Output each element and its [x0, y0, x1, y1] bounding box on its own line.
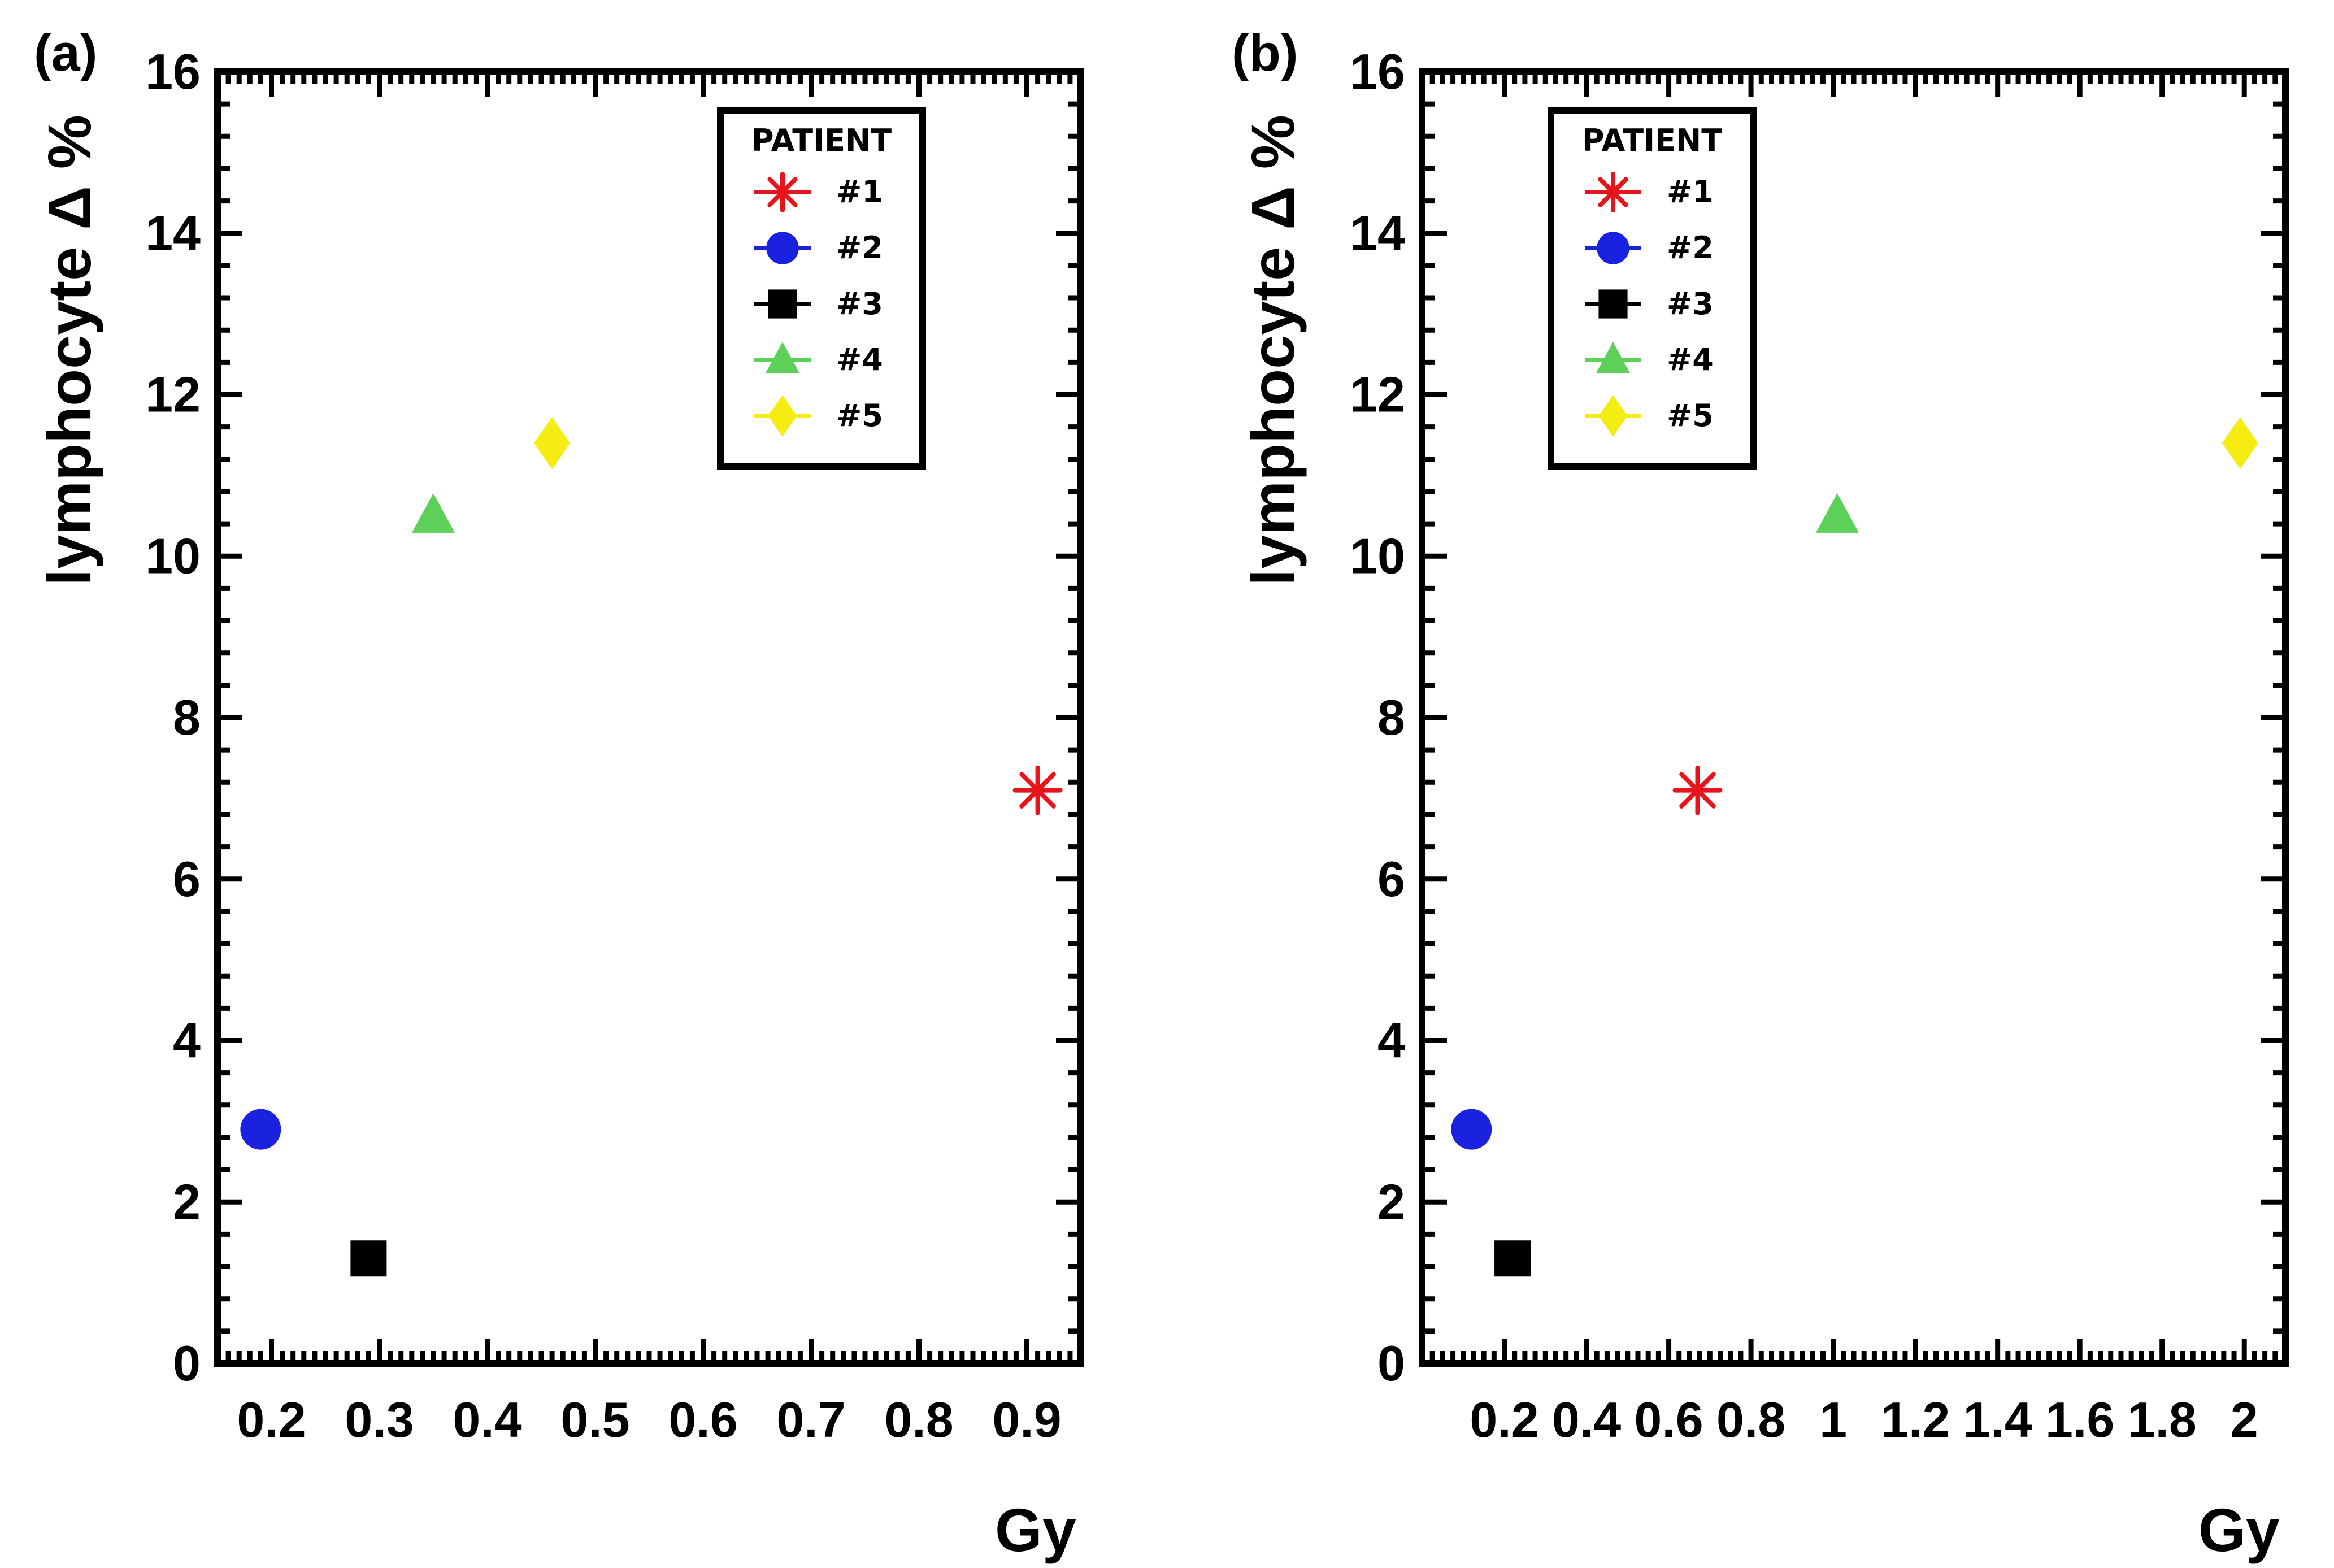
tick-marks	[215, 69, 1084, 1366]
legend-marker-patient-1	[762, 172, 803, 212]
x-tick-label: 1.6	[2045, 1392, 2114, 1448]
data-point-patient-1-stroke	[1019, 772, 1056, 809]
x-tick-label: 0.7	[776, 1392, 845, 1448]
legend-marker-patient-4	[765, 342, 800, 373]
x-tick-label: 1.2	[1881, 1392, 1950, 1448]
y-tick-label: 10	[1350, 528, 1405, 584]
y-axis-title-symbol: Δ %	[1238, 115, 1307, 230]
y-axis-title: lymphocyte Δ %	[35, 115, 103, 586]
legend-marker-patient-2	[766, 232, 799, 264]
data-point-patient-5	[2222, 417, 2258, 470]
y-tick-label: 0	[173, 1335, 201, 1391]
x-axis-title: Gy	[2198, 1496, 2280, 1564]
legend: PATIENT #1 #2 #3 #4 #5	[1548, 107, 1757, 470]
y-tick-label: 12	[145, 367, 201, 423]
data-point-patient-1	[1012, 765, 1063, 815]
x-tick-label: 1.8	[2128, 1392, 2197, 1448]
legend-marker-patient-4	[1596, 342, 1631, 373]
y-tick-label: 2	[173, 1174, 201, 1230]
legend-label: #5	[836, 398, 883, 433]
legend-label: #3	[836, 286, 883, 322]
legend-marker-patient-3	[1598, 289, 1628, 319]
legend-title: PATIENT	[1582, 123, 1722, 158]
y-tick-label: 16	[1350, 44, 1405, 99]
data-point-patient-2	[240, 1109, 281, 1150]
y-axis-title-text: lymphocyte	[1238, 247, 1307, 586]
legend-marker-patient-3	[768, 289, 797, 319]
data-point-patient-3	[350, 1240, 387, 1277]
legend-box	[1548, 107, 1757, 470]
chart-panel-a: 0 2 4 6 8 10 12 14 16 0.2 0.3 0.4 0.5 0.6 0.7 0.8 0.9 (a)…	[34, 24, 1084, 1564]
y-tick-label: 14	[145, 205, 201, 261]
legend-label: #2	[836, 230, 883, 266]
data-point-patient-1	[1672, 765, 1723, 815]
data-point-patient-4	[1815, 493, 1859, 533]
y-axis-title-symbol: Δ %	[35, 115, 103, 230]
x-tick-label: 0.5	[560, 1392, 629, 1448]
x-tick-label: 0.3	[345, 1392, 414, 1448]
legend-title: PATIENT	[751, 123, 892, 158]
panel-label: (a)	[34, 24, 97, 82]
data-point-patient-1-stroke	[1679, 772, 1716, 809]
legend-label: #2	[1667, 230, 1714, 266]
x-tick-label: 0.6	[668, 1392, 737, 1448]
x-axis-title: Gy	[995, 1496, 1076, 1564]
tick-marks	[1419, 69, 2288, 1366]
x-tick-label: 0.4	[1552, 1392, 1621, 1448]
x-tick-label: 0.8	[884, 1392, 953, 1448]
y-tick-label: 6	[173, 851, 201, 907]
legend-label: #5	[1667, 398, 1714, 433]
legend-label: #1	[836, 174, 883, 210]
x-tick-label: 0.8	[1716, 1392, 1785, 1448]
legend-marker-patient-2	[1597, 232, 1629, 264]
chart-panel-b: 0 2 4 6 8 10 12 14 16 0.2 0.4 0.6 0.8 1 1.2 1.4 1.6 1.8 2 (…	[1232, 24, 2289, 1564]
y-tick-label: 6	[1377, 851, 1405, 907]
y-tick-label: 12	[1350, 367, 1405, 423]
data-point-patient-5	[534, 417, 571, 470]
legend-marker-patient-1	[1593, 172, 1633, 212]
panel-label: (b)	[1232, 24, 1298, 82]
y-axis-title: lymphocyte Δ %	[1238, 115, 1307, 586]
y-tick-label: 0	[1377, 1335, 1405, 1391]
legend: PATIENT #1 #2 #3 #4 #5	[717, 107, 926, 470]
x-tick-label: 0.2	[237, 1392, 306, 1448]
x-tick-label: 0.9	[992, 1392, 1061, 1448]
x-tick-label: 0.2	[1470, 1392, 1538, 1448]
legend-label: #3	[1667, 286, 1714, 322]
legend-label: #4	[836, 342, 883, 377]
x-tick-label: 0.6	[1634, 1392, 1703, 1448]
legend-box	[717, 107, 926, 470]
y-tick-label: 8	[1377, 689, 1405, 745]
plot-frame	[214, 68, 1084, 1367]
legend-label: #4	[1667, 342, 1714, 377]
y-tick-label: 2	[1377, 1174, 1405, 1230]
y-tick-label: 10	[145, 528, 201, 584]
data-point-patient-4	[412, 493, 455, 533]
x-tick-label: 0.4	[453, 1392, 521, 1448]
y-tick-label: 8	[173, 689, 201, 745]
data-point-patient-3	[1494, 1240, 1531, 1277]
x-tick-label: 1.4	[1963, 1392, 2032, 1448]
legend-marker-patient-1-stroke	[1598, 177, 1628, 207]
y-tick-label: 14	[1350, 205, 1405, 261]
y-tick-label: 4	[1377, 1013, 1405, 1069]
legend-marker-patient-1-stroke	[767, 177, 798, 207]
legend-label: #1	[1667, 174, 1714, 210]
legend-marker-patient-5	[768, 395, 797, 437]
x-tick-label: 2	[2231, 1392, 2258, 1448]
y-tick-label: 4	[173, 1013, 201, 1069]
y-tick-label: 16	[145, 44, 201, 99]
y-axis-title-text: lymphocyte	[35, 247, 103, 586]
data-point-patient-2	[1451, 1109, 1492, 1150]
legend-marker-patient-5	[1598, 395, 1628, 437]
x-tick-label: 1	[1819, 1392, 1847, 1448]
